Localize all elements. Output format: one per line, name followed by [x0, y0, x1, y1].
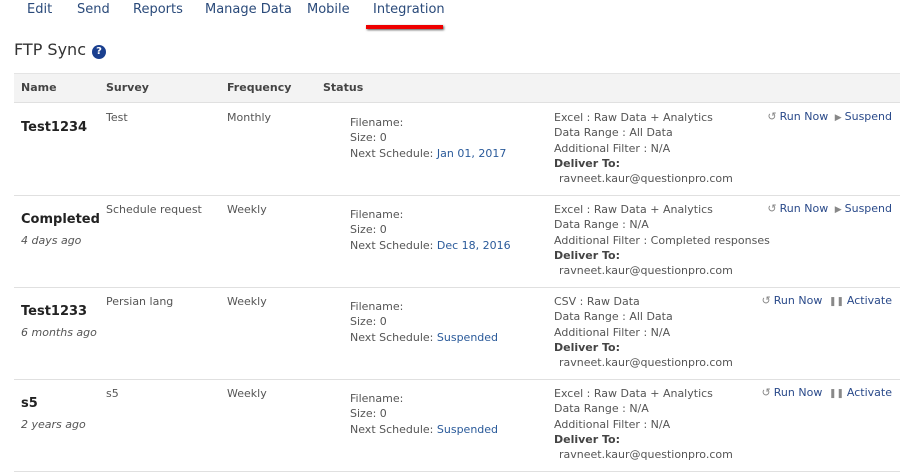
row-actions: ↺ Run Now ❚❚ Activate [759, 294, 892, 307]
deliver-email: ravneet.kaur@questionpro.com [559, 448, 733, 462]
survey-name: s5 [106, 387, 119, 400]
deliver-to-label: Deliver To: [554, 156, 621, 170]
status-details: Filename: Size: 0 Next Schedule: Jan 01,… [350, 115, 506, 161]
run-now-button[interactable]: Run Now [773, 294, 823, 307]
page-title-text: FTP Sync [14, 40, 86, 59]
sync-age: 2 years ago [21, 418, 86, 431]
survey-name: Test [106, 111, 128, 124]
header-survey: Survey [106, 81, 149, 94]
deliver-email: ravneet.kaur@questionpro.com [559, 172, 733, 186]
deliver-email: ravneet.kaur@questionpro.com [559, 264, 733, 278]
next-schedule-label: Next Schedule: [350, 146, 434, 160]
table-row: Test1233 6 months ago Persian lang Weekl… [14, 288, 900, 380]
next-schedule-value: Suspended [436, 330, 499, 344]
refresh-icon: ↺ [767, 202, 777, 215]
nav-integration[interactable]: Integration [373, 2, 445, 17]
activate-button[interactable]: Activate [846, 386, 892, 399]
deliver-email: ravneet.kaur@questionpro.com [559, 356, 733, 370]
sync-age: 4 days ago [21, 234, 82, 247]
nav-edit[interactable]: Edit [27, 2, 53, 17]
table-row: Completed 4 days ago Schedule request We… [14, 196, 900, 288]
survey-name: Schedule request [106, 203, 202, 216]
next-schedule-label: Next Schedule: [350, 238, 434, 252]
suspend-button[interactable]: Suspend [844, 202, 892, 215]
size: Size: 0 [350, 131, 387, 145]
pause-icon: ❚❚ [828, 389, 844, 399]
size: Size: 0 [350, 407, 387, 421]
status-details: Filename: Size: 0 Next Schedule: Dec 18,… [350, 207, 511, 253]
row-actions: ↺ Run Now ❚❚ Activate [759, 386, 892, 399]
refresh-icon: ↺ [761, 294, 771, 307]
frequency: Weekly [227, 387, 267, 400]
refresh-icon: ↺ [761, 386, 771, 399]
next-schedule-label: Next Schedule: [350, 422, 434, 436]
nav-mobile[interactable]: Mobile [307, 2, 350, 17]
header-name: Name [21, 81, 57, 94]
top-nav: Edit Send Reports Manage Data Mobile Int… [0, 0, 900, 24]
table-row: Test1234 Test Monthly Filename: Size: 0 … [14, 104, 900, 196]
row-actions: ↺ Run Now ▶ Suspend [764, 202, 892, 215]
sync-name: s5 [21, 396, 38, 411]
next-schedule-value: Suspended [436, 422, 499, 436]
suspend-button[interactable]: Suspend [844, 110, 892, 123]
delivery-details: Excel : Raw Data + Analytics Data Range … [554, 202, 770, 278]
size: Size: 0 [350, 223, 387, 237]
frequency: Weekly [227, 203, 267, 216]
sync-name: Test1233 [21, 304, 88, 319]
sync-age: 6 months ago [21, 326, 97, 339]
filename: Filename: [350, 208, 404, 221]
run-now-button[interactable]: Run Now [773, 386, 823, 399]
frequency: Weekly [227, 295, 267, 308]
additional-filter: Additional Filter : N/A [554, 417, 671, 431]
activate-button[interactable]: Activate [846, 294, 892, 307]
nav-manage-data[interactable]: Manage Data [205, 2, 292, 17]
header-frequency: Frequency [227, 81, 292, 94]
export-format: Excel : Raw Data + Analytics [554, 203, 713, 216]
delivery-details: Excel : Raw Data + Analytics Data Range … [554, 386, 733, 462]
filename: Filename: [350, 116, 404, 129]
data-range: Data Range : N/A [554, 218, 649, 232]
size: Size: 0 [350, 315, 387, 329]
export-format: Excel : Raw Data + Analytics [554, 387, 713, 400]
data-range: Data Range : All Data [554, 310, 673, 324]
deliver-to-label: Deliver To: [554, 432, 621, 446]
filename: Filename: [350, 300, 404, 313]
nav-reports[interactable]: Reports [133, 2, 183, 17]
sync-name: Completed [21, 212, 100, 227]
additional-filter: Additional Filter : Completed responses [554, 233, 770, 247]
next-schedule-label: Next Schedule: [350, 330, 434, 344]
pause-icon: ❚❚ [828, 297, 844, 307]
table-header: Name Survey Frequency Status [14, 73, 900, 103]
run-now-button[interactable]: Run Now [779, 202, 829, 215]
page-title: FTP Sync? [14, 40, 106, 59]
data-range: Data Range : N/A [554, 402, 649, 416]
row-actions: ↺ Run Now ▶ Suspend [764, 110, 892, 123]
table-row: s5 2 years ago s5 Weekly Filename: Size:… [14, 380, 900, 472]
frequency: Monthly [227, 111, 272, 124]
next-schedule-value: Jan 01, 2017 [436, 146, 507, 160]
question-circle-icon[interactable]: ? [92, 45, 106, 59]
status-details: Filename: Size: 0 Next Schedule: Suspend… [350, 391, 498, 437]
sync-name: Test1234 [21, 120, 88, 135]
header-status: Status [323, 81, 364, 94]
status-details: Filename: Size: 0 Next Schedule: Suspend… [350, 299, 498, 345]
additional-filter: Additional Filter : N/A [554, 325, 671, 339]
survey-name: Persian lang [106, 295, 174, 308]
data-range: Data Range : All Data [554, 126, 673, 140]
play-icon: ▶ [834, 205, 842, 215]
refresh-icon: ↺ [767, 110, 777, 123]
export-format: Excel : Raw Data + Analytics [554, 111, 713, 124]
nav-send[interactable]: Send [77, 2, 110, 17]
run-now-button[interactable]: Run Now [779, 110, 829, 123]
deliver-to-label: Deliver To: [554, 248, 621, 262]
delivery-details: CSV : Raw Data Data Range : All Data Add… [554, 294, 733, 370]
export-format: CSV : Raw Data [554, 295, 640, 308]
next-schedule-value: Dec 18, 2016 [436, 238, 511, 252]
deliver-to-label: Deliver To: [554, 340, 621, 354]
play-icon: ▶ [834, 113, 842, 123]
additional-filter: Additional Filter : N/A [554, 141, 671, 155]
active-tab-underline [366, 25, 443, 29]
delivery-details: Excel : Raw Data + Analytics Data Range … [554, 110, 733, 186]
filename: Filename: [350, 392, 404, 405]
